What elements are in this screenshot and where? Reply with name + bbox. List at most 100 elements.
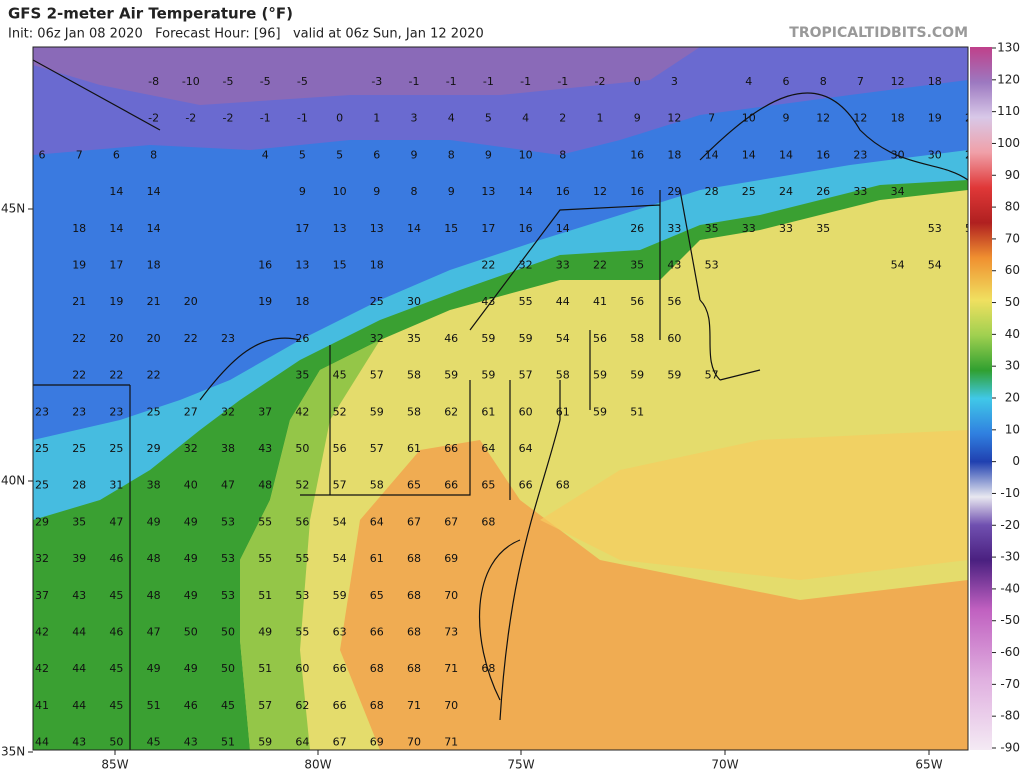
temperature-label: 58 (407, 405, 421, 418)
temperature-label: 47 (109, 515, 123, 528)
temperature-label: 14 (705, 148, 719, 161)
temperature-label: 47 (147, 626, 161, 639)
temperature-label: 2 (559, 112, 566, 125)
temperature-label: 4 (448, 112, 455, 125)
temperature-label: 58 (556, 369, 570, 382)
temperature-label: 62 (295, 699, 309, 712)
temperature-label: 16 (816, 148, 830, 161)
temperature-label: 32 (370, 332, 384, 345)
temperature-label: 55 (519, 295, 533, 308)
temperature-label: 51 (221, 736, 235, 749)
colorbar-label: 130 (997, 41, 1020, 55)
temperature-label: 59 (481, 332, 495, 345)
temperature-label: 5 (336, 148, 343, 161)
temperature-label: 12 (593, 185, 607, 198)
temperature-label: 0 (634, 75, 641, 88)
temperature-label: 42 (295, 405, 309, 418)
temperature-label: 24 (779, 185, 793, 198)
temperature-label: 9 (448, 185, 455, 198)
temperature-label: 34 (891, 185, 905, 198)
temperature-label: 3 (411, 112, 418, 125)
temperature-label: 15 (333, 259, 347, 272)
lat-label: 45N (1, 202, 25, 216)
temperature-label: 64 (295, 736, 309, 749)
temperature-label: 71 (407, 699, 421, 712)
temperature-label: 41 (593, 295, 607, 308)
temperature-label: 16 (630, 148, 644, 161)
title: GFS 2-meter Air Temperature (°F) (8, 5, 293, 23)
temperature-label: 30 (407, 295, 421, 308)
temperature-label: 59 (519, 332, 533, 345)
colorbar-label: -70 (1000, 677, 1020, 691)
temperature-label: 23 (72, 405, 86, 418)
temperature-label: 64 (370, 515, 384, 528)
temperature-label: 30 (928, 148, 942, 161)
temperature-label: 14 (556, 222, 570, 235)
temperature-label: 19 (72, 259, 86, 272)
temperature-label: 65 (481, 479, 495, 492)
temperature-label: 16 (519, 222, 533, 235)
colorbar-label: -60 (1000, 645, 1020, 659)
colorbar-label: 70 (1005, 231, 1020, 245)
colorbar-label: -20 (1000, 518, 1020, 532)
temperature-label: 58 (370, 479, 384, 492)
temperature-label: 55 (295, 626, 309, 639)
colorbar-label: 50 (1005, 295, 1020, 309)
temperature-label: 12 (667, 112, 681, 125)
temperature-label: 33 (667, 222, 681, 235)
temperature-label: 25 (109, 442, 123, 455)
temperature-label: 33 (853, 185, 867, 198)
temperature-label: 51 (258, 589, 272, 602)
temperature-label: 19 (928, 112, 942, 125)
temperature-label: 16 (630, 185, 644, 198)
temperature-label: 48 (147, 589, 161, 602)
temperature-label: 66 (333, 699, 347, 712)
colorbar-label: 90 (1005, 168, 1020, 182)
colorbar-label: -10 (1000, 486, 1020, 500)
temperature-label: 71 (444, 736, 458, 749)
temperature-label: 9 (411, 148, 418, 161)
temperature-label: 21 (72, 295, 86, 308)
temperature-label: 19 (109, 295, 123, 308)
temperature-label: 13 (295, 259, 309, 272)
lat-label: 35N (1, 745, 25, 759)
temperature-label: 53 (221, 552, 235, 565)
temperature-label: -5 (223, 75, 234, 88)
temperature-label: 46 (109, 552, 123, 565)
temperature-label: 42 (35, 626, 49, 639)
temperature-label: -1 (409, 75, 420, 88)
lon-label: 85W (101, 758, 128, 772)
temperature-label: 49 (184, 552, 198, 565)
temperature-label: 44 (35, 736, 49, 749)
temperature-label: 8 (150, 148, 157, 161)
temperature-label: 59 (667, 369, 681, 382)
temperature-label: 45 (109, 589, 123, 602)
temperature-label: 25 (147, 405, 161, 418)
temperature-label: 13 (370, 222, 384, 235)
temperature-label: 53 (965, 222, 979, 235)
lon-label: 70W (711, 758, 738, 772)
colorbar-label: 30 (1005, 359, 1020, 373)
temperature-label: 28 (72, 479, 86, 492)
temperature-label: 9 (634, 112, 641, 125)
temperature-label: 29 (147, 442, 161, 455)
temperature-label: 6 (783, 75, 790, 88)
temperature-label: 12 (853, 112, 867, 125)
temperature-label: 23 (853, 148, 867, 161)
temperature-label: 37 (258, 405, 272, 418)
temperature-label: 59 (481, 369, 495, 382)
temperature-label: 61 (556, 405, 570, 418)
temperature-label: 58 (407, 369, 421, 382)
temperature-label: 16 (258, 259, 272, 272)
temperature-label: 22 (593, 259, 607, 272)
colorbar-label: -50 (1000, 613, 1020, 627)
temperature-label: 0 (336, 112, 343, 125)
temperature-label: 25 (742, 185, 756, 198)
temperature-label: -5 (260, 75, 271, 88)
map-frame (32, 46, 969, 751)
temperature-label: -10 (182, 75, 200, 88)
temperature-label: 20 (147, 332, 161, 345)
temperature-label: -1 (260, 112, 271, 125)
temperature-label: 12 (891, 75, 905, 88)
colorbar-label: 80 (1005, 200, 1020, 214)
